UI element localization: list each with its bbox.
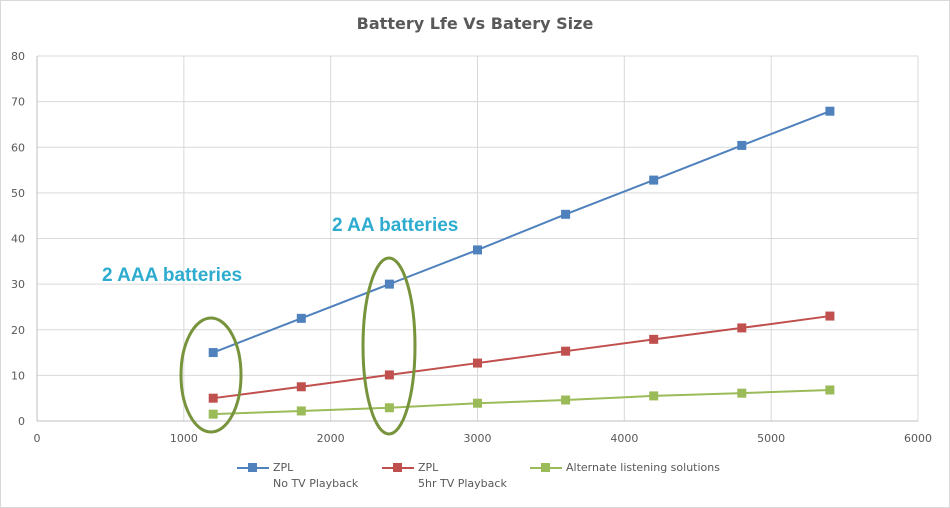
annotation-ellipse-aaa [179,316,243,434]
data-point-marker[interactable] [208,348,218,358]
legend-label: ZPL [273,461,294,474]
x-tick-label: 5000 [757,432,785,445]
y-tick-label: 60 [11,141,25,154]
y-tick-label: 10 [11,369,25,382]
data-point-marker[interactable] [737,323,747,333]
annotation-2aaa-batteries: 2 AAA batteries [102,265,242,286]
series-line-1 [213,315,831,400]
annotation-2aa-batteries: 2 AA batteries [332,215,458,236]
x-tick-label: 4000 [610,432,638,445]
data-point-marker[interactable] [296,382,306,392]
data-point-marker[interactable] [473,398,482,408]
legend-label: ZPL [418,461,439,474]
data-point-marker[interactable] [384,403,394,413]
annotation-ellipse-aa [361,256,417,436]
data-point-marker[interactable] [649,391,659,401]
legend-swatch-red-icon [382,463,414,473]
chart-title: Battery Lfe Vs Batery Size [356,14,594,33]
series-line-0 [212,110,831,354]
x-tick-label: 6000 [904,432,932,445]
data-point-marker[interactable] [737,388,747,398]
y-tick-label: 40 [11,233,25,246]
data-point-marker[interactable] [384,279,394,289]
legend-swatch-green-icon [530,463,562,473]
y-tick-label: 70 [11,96,25,109]
x-tick-label: 0 [34,432,41,445]
series-line-2 [213,388,830,416]
legend-swatch-blue-icon [237,463,269,473]
data-point-marker[interactable] [296,406,306,416]
data-point-marker[interactable] [561,395,571,405]
data-point-marker[interactable] [561,209,571,219]
y-tick-label: 0 [18,415,25,428]
y-tick-label: 50 [11,187,25,200]
legend-sublabel: No TV Playback [273,477,359,490]
data-point-marker[interactable] [825,106,835,116]
data-point-marker[interactable] [561,346,571,356]
legend-item-zpl-no-tv[interactable]: ZPL No TV Playback [237,460,358,492]
data-point-marker[interactable] [473,245,482,255]
data-point-marker[interactable] [208,409,218,419]
y-tick-label: 30 [11,278,25,291]
y-tick-label: 20 [11,324,25,337]
legend-item-zpl-5hr-tv[interactable]: ZPL 5hr TV Playback [382,460,507,492]
data-point-marker[interactable] [649,334,659,344]
x-tick-label: 1000 [170,432,198,445]
legend-item-alternate[interactable]: Alternate listening solutions [530,460,720,476]
x-tick-label: 3000 [464,432,492,445]
data-point-marker[interactable] [296,313,306,323]
y-tick-label: 80 [11,50,25,63]
data-point-marker[interactable] [649,175,659,185]
data-point-marker[interactable] [473,358,482,368]
data-point-marker[interactable] [737,140,747,150]
legend-label: Alternate listening solutions [566,461,720,474]
legend-sublabel: 5hr TV Playback [418,477,507,490]
x-tick-label: 2000 [317,432,345,445]
data-point-marker[interactable] [825,311,835,321]
data-point-marker[interactable] [384,370,394,380]
data-point-marker[interactable] [825,385,835,395]
data-point-marker[interactable] [208,393,218,403]
